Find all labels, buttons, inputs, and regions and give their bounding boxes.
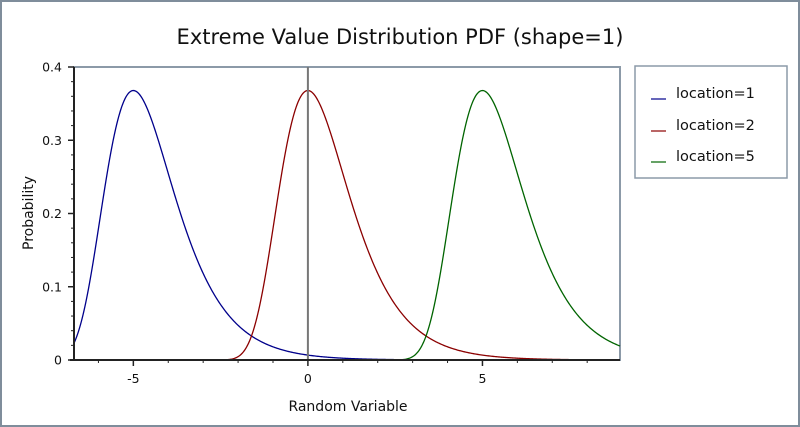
x-tick-label: 5 [478,371,486,386]
x-axis-label: Random Variable [288,399,407,415]
x-axis-ticks: -5 0 5 [97,360,588,386]
x-tick-label: 0 [304,371,312,386]
legend-label: location=1 [676,86,755,102]
legend-item: location=5 [651,149,755,165]
legend-label: location=2 [676,118,755,134]
y-axis-ticks: 0 0.1 0.2 0.3 0.4 [42,60,74,368]
plot-area [73,66,621,361]
y-tick-label: 0.3 [42,133,62,148]
chart-title: Extreme Value Distribution PDF (shape=1) [177,25,624,49]
y-tick-label: 0 [54,353,62,368]
series-line-3 [400,89,621,361]
y-axis-label: Probability [21,176,37,250]
legend-item: location=2 [651,118,755,134]
legend-item: location=1 [651,86,755,102]
x-tick-label: -5 [127,371,139,386]
legend-box [634,65,788,179]
y-tick-label: 0.2 [42,206,62,221]
y-tick-label: 0.1 [42,279,62,294]
y-tick-label: 0.4 [42,60,62,75]
legend-label: location=5 [676,149,755,165]
